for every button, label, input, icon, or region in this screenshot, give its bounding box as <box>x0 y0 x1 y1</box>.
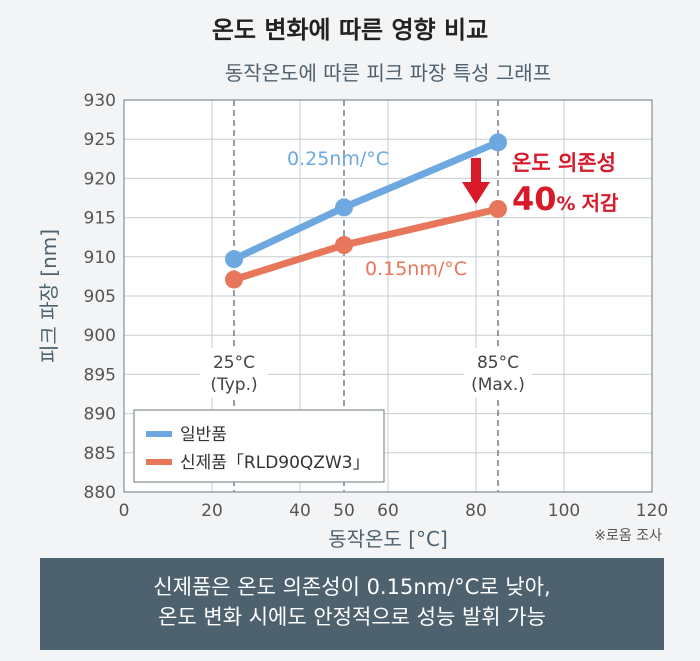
y-tick-label: 920 <box>84 169 116 189</box>
x-tick-label: 80 <box>465 501 487 521</box>
plot-border <box>123 99 653 493</box>
reference-label-bg <box>464 348 532 398</box>
y-tick-label: 910 <box>84 248 116 268</box>
reference-label-bg <box>200 348 268 398</box>
y-tick-label: 880 <box>84 483 116 503</box>
chart-subtitle: 동작온도에 따른 피크 파장 특성 그래프 <box>225 61 551 85</box>
summary-line-2: 온도 변화 시에도 안정적으로 성능 발휘 가능 <box>158 605 546 629</box>
data-point <box>335 236 353 255</box>
x-tick-label: 40 <box>289 501 311 521</box>
slope-annotation-standard: 0.25nm/°C <box>287 148 389 170</box>
summary-banner: 신제품은 온도 의존성이 0.15nm/°C로 낮아, 온도 변화 시에도 안정… <box>40 558 664 650</box>
legend-box <box>133 409 385 483</box>
callout-suffix: 저감 <box>582 191 619 215</box>
legend-label: 일반품 <box>180 425 227 445</box>
y-tick-label: 885 <box>84 444 116 464</box>
reference-label: 85°C <box>477 353 519 373</box>
data-point <box>225 250 243 269</box>
x-tick-label: 20 <box>201 501 223 521</box>
reference-sublabel: (Typ.) <box>210 375 257 395</box>
y-tick-label: 925 <box>84 130 116 150</box>
reference-label: 25°C <box>213 353 255 373</box>
callout-line2: 40% 저감 <box>512 180 619 218</box>
y-tick-label: 895 <box>84 365 116 385</box>
reference-sublabel: (Max.) <box>471 375 525 395</box>
legend-label: 신제품「RLD90QZW3」 <box>180 453 370 473</box>
summary-line-1: 신제품은 온도 의존성이 0.15nm/°C로 낮아, <box>153 575 551 599</box>
y-tick-label: 905 <box>84 287 116 307</box>
data-point <box>335 198 353 217</box>
x-axis-title: 동작온도 [°C] <box>328 527 448 551</box>
chart-svg: 동작온도에 따른 피크 파장 특성 그래프 880 885 890 895 900 905 9… <box>37 61 668 551</box>
x-tick-label: 100 <box>548 501 580 521</box>
x-tick-label: 0 <box>119 501 130 521</box>
x-tick-label: 50 <box>333 501 355 521</box>
y-tick-label: 900 <box>84 326 116 346</box>
data-point <box>225 270 243 289</box>
x-tick-label: 120 <box>636 501 668 521</box>
data-point <box>489 133 507 152</box>
source-note: ※로옴 조사 <box>594 528 662 544</box>
callout-line1: 온도 의존성 <box>512 151 616 175</box>
callout-arrow-head <box>462 182 490 204</box>
slope-annotation-new: 0.15nm/°C <box>365 258 467 280</box>
chart-area: 동작온도에 따른 피크 파장 특성 그래프 880 885 890 895 900 905 9… <box>37 61 668 551</box>
y-axis-title: 피크 파장 [nm] <box>37 229 61 363</box>
x-tick-label: 60 <box>377 501 399 521</box>
y-tick-label: 915 <box>84 209 116 229</box>
callout-number: 40 <box>512 180 557 218</box>
callout-arrow-shaft <box>471 158 481 184</box>
page-title: 온도 변화에 따른 영향 비교 <box>211 16 489 44</box>
callout-percent: % <box>557 193 576 215</box>
data-point <box>489 199 507 218</box>
y-tick-label: 930 <box>84 91 116 111</box>
y-tick-label: 890 <box>84 405 116 425</box>
